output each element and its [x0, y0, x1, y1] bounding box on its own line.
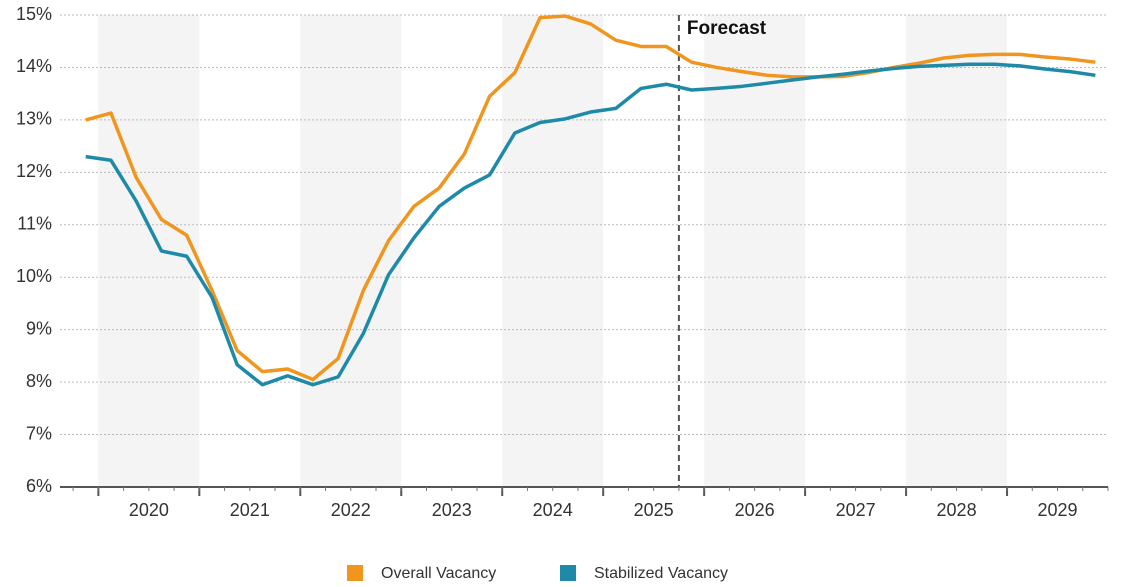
y-tick-label: 14%: [16, 56, 52, 76]
y-tick-label: 7%: [26, 423, 52, 443]
x-tick-label: 2023: [432, 500, 472, 520]
series-line: [85, 62, 1096, 387]
y-tick-label: 11%: [17, 214, 52, 234]
y-tick-label: 13%: [16, 109, 52, 129]
y-tick-label: 10%: [16, 266, 52, 286]
year-band: [98, 15, 200, 487]
year-band: [906, 15, 1008, 487]
year-band: [300, 15, 402, 487]
annotation: Forecast: [687, 18, 767, 39]
x-tick-label: 2026: [735, 500, 775, 520]
legend-swatch: [560, 565, 576, 581]
year-band: [502, 15, 604, 487]
series-line: [85, 14, 1096, 382]
y-tick-label: 15%: [16, 4, 52, 24]
x-tick-label: 2028: [937, 500, 977, 520]
x-tick-label: 2021: [230, 500, 270, 520]
y-tick-label: 6%: [26, 476, 52, 496]
legend-label: Overall Vacancy: [381, 565, 496, 582]
legend-label: Stabilized Vacancy: [594, 565, 728, 582]
x-tick-label: 2025: [634, 500, 674, 520]
legend-swatch: [347, 565, 363, 581]
year-band: [704, 15, 806, 487]
x-tick-label: 2029: [1037, 500, 1077, 520]
x-tick-label: 2022: [331, 500, 371, 520]
y-tick-label: 9%: [26, 318, 52, 338]
x-tick-label: 2020: [129, 500, 169, 520]
x-tick-label: 2027: [836, 500, 876, 520]
x-tick-label: 2024: [533, 500, 573, 520]
y-tick-label: 12%: [16, 161, 52, 181]
y-tick-label: 8%: [26, 371, 52, 391]
